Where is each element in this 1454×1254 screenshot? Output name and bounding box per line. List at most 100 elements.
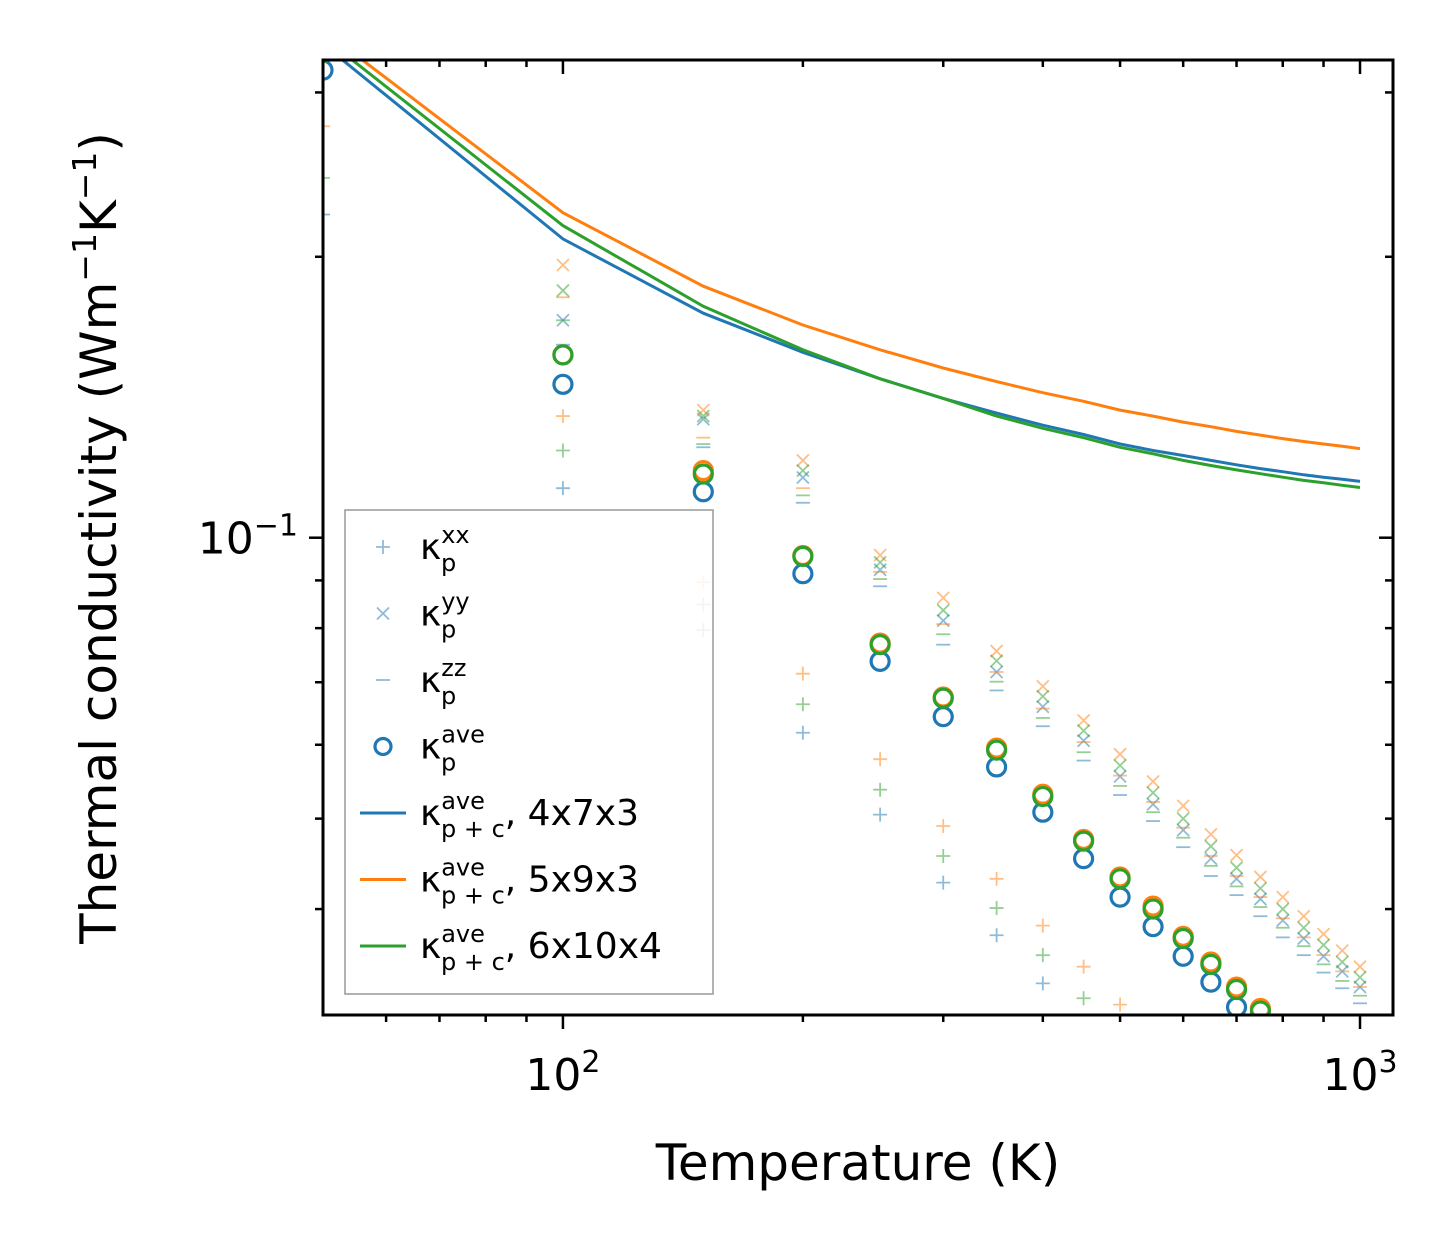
kyy-point-4x7x3-750 (1253, 892, 1268, 906)
kxx-point-6x10x4-450 (1076, 991, 1091, 1006)
kxx-point-5x9x3-250 (873, 752, 888, 767)
kxx-point-5x9x3-850 (1297, 1175, 1311, 1189)
kxx-point-4x7x3-650 (1204, 1148, 1218, 1162)
kxx-point-4x7x3-550 (1146, 1089, 1160, 1103)
kave-point-6x10x4-150 (692, 463, 714, 485)
kyy-point-6x10x4-450 (1076, 724, 1091, 738)
kave-point-5x9x3-850 (1295, 1040, 1313, 1058)
y-tick-label-0: 10−1 (198, 509, 298, 565)
kxx-point-4x7x3-300 (936, 875, 951, 890)
legend-label-3: κave p (420, 721, 485, 777)
kxx-point-6x10x4-750 (1253, 1165, 1267, 1179)
kyy-point-6x10x4-550 (1146, 786, 1160, 800)
legend-label-sub: p (441, 549, 456, 577)
y-label-exp1: −1 (65, 233, 104, 282)
kyy-point-6x10x4-850 (1297, 921, 1311, 935)
line-kave-pc-5x9x3 (359, 60, 1361, 451)
legend-marker-x (376, 606, 390, 621)
kyy-point-5x9x3-900 (1316, 927, 1331, 941)
kxx-point-5x9x3-750 (1253, 1133, 1267, 1147)
kave-point-4x7x3-200 (792, 563, 814, 585)
kxx-point-4x7x3-750 (1253, 1195, 1267, 1209)
kyy-point-4x7x3-550 (1146, 797, 1160, 811)
plot-series (323, 60, 1369, 1251)
y-axis-label: Thermal conductivity (Wm−1K−1) (65, 132, 128, 945)
kxx-point-6x10x4-600 (1176, 1089, 1190, 1103)
y-label-suffix: ) (70, 132, 128, 152)
kxx-point-5x9x3-900 (1317, 1195, 1331, 1209)
kxx-point-4x7x3-700 (1230, 1173, 1244, 1187)
kyy-point-5x9x3-700 (1229, 848, 1244, 862)
kxx-point-4x7x3-100 (555, 481, 570, 496)
legend-label-sub: p (441, 682, 456, 710)
kyy-point-6x10x4-600 (1176, 811, 1190, 826)
kyy-point-5x9x3-1000 (1353, 960, 1367, 974)
kxx-point-6x10x4-500 (1113, 1028, 1127, 1042)
legend-label-sub: p (441, 616, 456, 644)
kyy-point-6x10x4-200 (796, 463, 810, 478)
kxx-point-6x10x4-850 (1297, 1208, 1311, 1222)
legend-label-sub: p + c (441, 882, 505, 910)
kxx-point-5x9x3-550 (1146, 1030, 1160, 1044)
kyy-point-4x7x3-850 (1297, 931, 1311, 946)
kxx-point-4x7x3-600 (1176, 1118, 1190, 1132)
kxx-point-4x7x3-350 (989, 928, 1004, 943)
kave-point-4x7x3-1000 (1351, 1112, 1369, 1130)
kyy-point-4x7x3-900 (1316, 949, 1331, 963)
legend-label-sup: xx (441, 521, 469, 549)
kave-point-6x10x4-100 (552, 344, 574, 366)
kyy-point-6x10x4-800 (1276, 902, 1290, 916)
legend-label-sup: zz (441, 654, 466, 682)
kyy-point-5x9x3-750 (1253, 870, 1268, 884)
kave-point-4x7x3-50 (323, 60, 334, 81)
legend-label-base: κ (420, 926, 441, 967)
kyy-point-4x7x3-700 (1229, 872, 1244, 886)
kxx-point-5x9x3-700 (1230, 1111, 1244, 1125)
kyy-point-6x10x4-350 (989, 654, 1004, 668)
legend-label-suffix: , 4x7x3 (505, 793, 639, 834)
kyy-point-5x9x3-100 (556, 258, 570, 272)
x-tick-label-base: 10 (525, 1050, 581, 1101)
kxx-point-5x9x3-650 (1204, 1086, 1218, 1100)
kyy-point-5x9x3-450 (1076, 713, 1091, 728)
kyy-point-5x9x3-850 (1297, 909, 1311, 923)
kxx-point-6x10x4-800 (1276, 1187, 1290, 1201)
legend-label-4: κave p + c, 4x7x3 (420, 787, 639, 843)
kyy-point-6x10x4-700 (1229, 861, 1244, 875)
kyy-point-5x9x3-350 (989, 644, 1004, 658)
kyy-point-4x7x3-450 (1076, 734, 1091, 748)
y-label-exp2: −1 (65, 152, 104, 201)
kxx-point-4x7x3-800 (1276, 1217, 1290, 1231)
kave-point-4x7x3-100 (552, 373, 574, 395)
legend-label-sub: p + c (441, 948, 505, 976)
legend-marker-circle (373, 736, 393, 757)
kxx-point-6x10x4-200 (795, 697, 810, 712)
legend-label-base: κ (420, 727, 441, 768)
legend-label-sub: p + c (441, 815, 505, 843)
kyy-point-4x7x3-800 (1276, 913, 1290, 928)
kxx-point-4x7x3-500 (1113, 1055, 1127, 1069)
legend-label-1: κyy p (420, 588, 470, 644)
kave-point-6x10x4-500 (1109, 868, 1131, 890)
kyy-point-4x7x3-200 (796, 470, 810, 485)
kxx-point-6x10x4-300 (936, 848, 951, 863)
kxx-point-4x7x3-850 (1297, 1237, 1311, 1251)
kave-point-6x10x4-750 (1249, 1000, 1272, 1015)
kave-point-6x10x4-600 (1172, 927, 1194, 950)
kave-point-6x10x4-400 (1032, 785, 1054, 808)
line-kave-pc-4x7x3 (340, 60, 1361, 483)
kxx-point-6x10x4-350 (989, 901, 1004, 916)
kxx-point-5x9x3-600 (1176, 1058, 1190, 1072)
kave-point-4x7x3-700 (1225, 996, 1248, 1015)
line-kave-pc-6x10x4 (349, 60, 1361, 489)
y-label-prefix: Thermal conductivity (Wm (70, 282, 128, 945)
legend-label-0: κxx p (420, 521, 470, 577)
legend-label-base: κ (420, 860, 441, 901)
x-tick-label-1: 103 (1322, 1045, 1397, 1101)
legend-label-sub: p (441, 749, 456, 777)
legend-label-2: κzz p (420, 654, 466, 710)
kave-point-4x7x3-500 (1109, 886, 1131, 908)
kave-point-6x10x4-200 (792, 545, 814, 567)
kave-point-4x7x3-550 (1142, 916, 1164, 938)
